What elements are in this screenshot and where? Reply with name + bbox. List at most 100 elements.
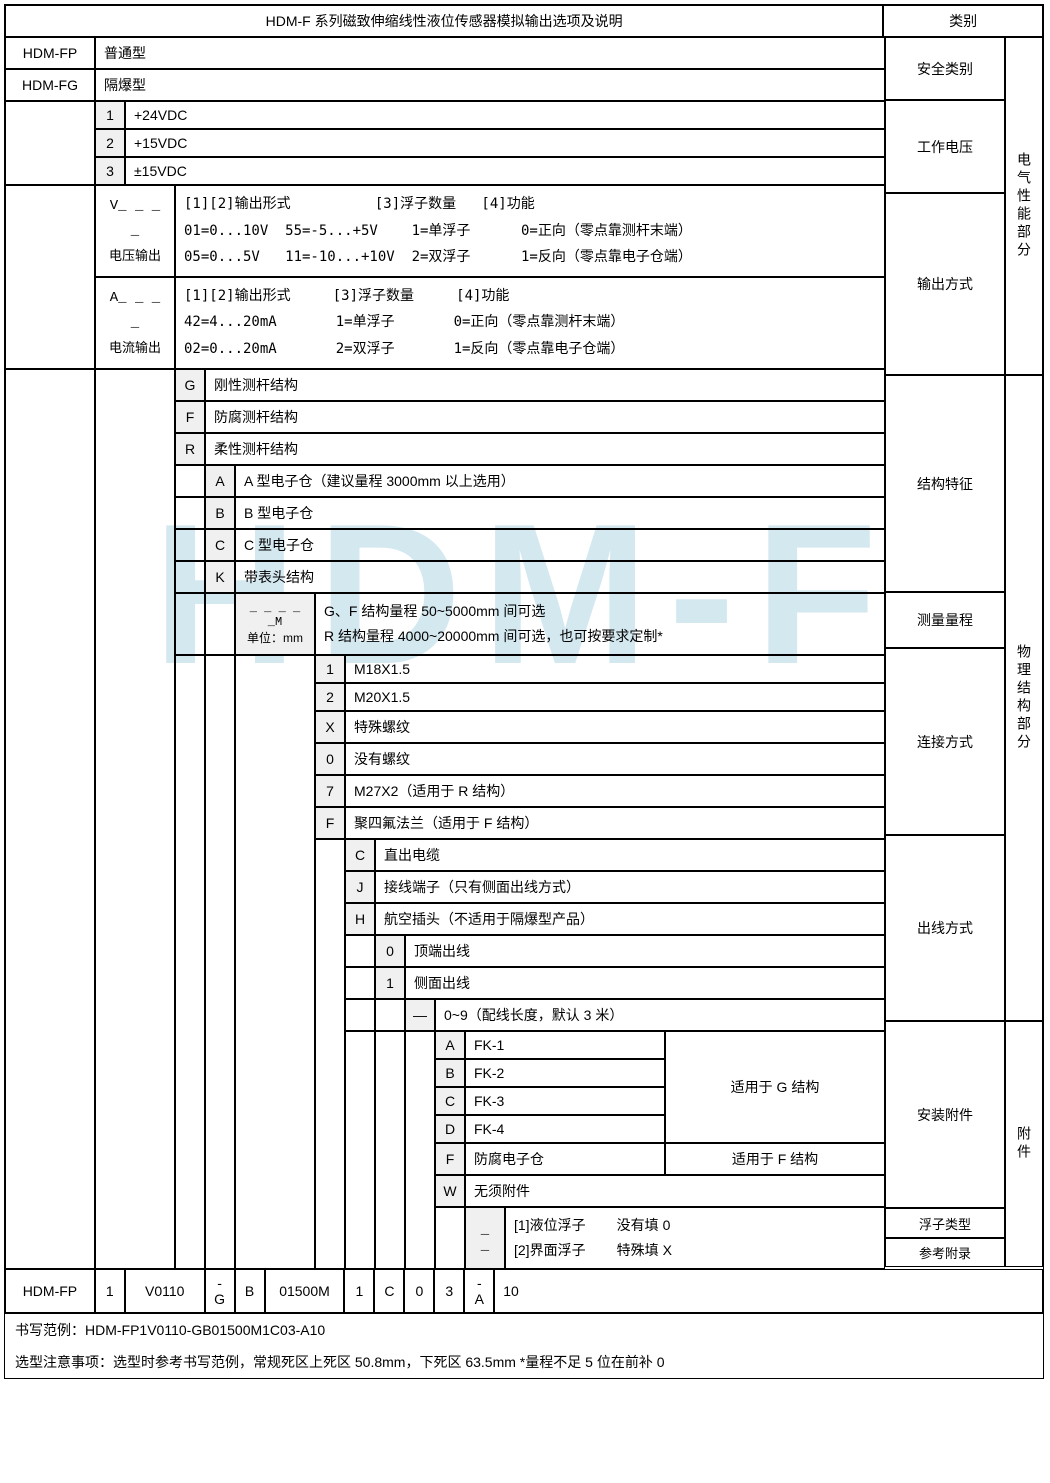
indent — [175, 529, 205, 561]
cat-safety: 安全类别 — [885, 37, 1005, 100]
val: M18X1.5 — [345, 655, 885, 683]
code: 0 — [375, 935, 405, 967]
range-desc: G、F 结构量程 50~5000mm 间可选 R 结构量程 4000~20000… — [315, 593, 885, 655]
code: J — [345, 871, 375, 903]
code: B — [205, 497, 235, 529]
page-title: HDM-F 系列磁致伸缩线性液位传感器模拟输出选项及说明 — [5, 5, 883, 37]
indent — [5, 101, 95, 185]
val: M27X2（适用于 R 结构） — [345, 775, 885, 807]
val: C 型电子仓 — [235, 529, 885, 561]
indent — [345, 967, 375, 999]
f-note: 适用于 F 结构 — [665, 1143, 885, 1175]
indent — [315, 839, 345, 1269]
v-output-code: V_ _ _ _ 电压输出 — [95, 185, 175, 277]
val: 没有螺纹 — [345, 743, 885, 775]
val: FK-3 — [465, 1087, 665, 1115]
indent — [235, 655, 315, 1269]
indent — [405, 1031, 435, 1269]
indent — [95, 369, 175, 1270]
code: HDM-FP — [5, 37, 95, 69]
label: 隔爆型 — [95, 69, 885, 101]
val: 防腐测杆结构 — [205, 401, 885, 433]
code: HDM-FG — [5, 69, 95, 101]
cat-wire: 出线方式 — [885, 835, 1005, 1021]
range-unit: _ _ _ _ _M 单位：mm — [235, 593, 315, 655]
val: 柔性测杆结构 — [205, 433, 885, 465]
code: F — [435, 1143, 465, 1175]
val: B 型电子仓 — [235, 497, 885, 529]
val: 聚四氟法兰（适用于 F 结构） — [345, 807, 885, 839]
code: D — [435, 1115, 465, 1143]
code: — — [405, 999, 435, 1031]
indent — [345, 1031, 375, 1269]
code: A — [205, 465, 235, 497]
indent — [175, 655, 205, 1269]
code: F — [315, 807, 345, 839]
code: 2 — [315, 683, 345, 711]
footer-example: 书写范例：HDM-FP1V0110-GB01500M1C03-A10 — [5, 1313, 1043, 1346]
float-code: _ _ — [465, 1207, 505, 1269]
label: 普通型 — [95, 37, 885, 69]
indent — [175, 593, 205, 655]
cat-structure: 结构特征 — [885, 375, 1005, 592]
val: +24VDC — [125, 101, 885, 129]
indent — [205, 655, 235, 1269]
val: 带表头结构 — [235, 561, 885, 593]
example-row: HDM-FP 1 V0110 -G B 01500M 1 C 0 3 -A 10 — [5, 1269, 1043, 1313]
val: 直出电缆 — [375, 839, 885, 871]
val: 0~9（配线长度，默认 3 米） — [435, 999, 885, 1031]
code: W — [435, 1175, 465, 1207]
code: 2 — [95, 129, 125, 157]
side-cat2: 物理结构部分 — [1005, 375, 1043, 1021]
val: 接线端子（只有侧面出线方式） — [375, 871, 885, 903]
val: 刚性测杆结构 — [205, 369, 885, 401]
v-output-desc: [1][2]输出形式 [3]浮子数量 [4]功能 01=0...10V 55=-… — [175, 185, 885, 277]
cat-conn: 连接方式 — [885, 648, 1005, 835]
val: FK-2 — [465, 1059, 665, 1087]
a-output-code: A_ _ _ _ 电流输出 — [95, 277, 175, 369]
code: B — [435, 1059, 465, 1087]
code: C — [345, 839, 375, 871]
indent — [175, 497, 205, 529]
code: C — [205, 529, 235, 561]
code: G — [175, 369, 205, 401]
cat-range: 测量量程 — [885, 592, 1005, 648]
val: 顶端出线 — [405, 935, 885, 967]
code: H — [345, 903, 375, 935]
g-note: 适用于 G 结构 — [665, 1031, 885, 1143]
code: 1 — [375, 967, 405, 999]
code: R — [175, 433, 205, 465]
side-cat1: 电气性能部分 — [1005, 37, 1043, 375]
cat-voltage: 工作电压 — [885, 100, 1005, 193]
indent — [5, 185, 95, 369]
code: F — [175, 401, 205, 433]
side-cat3: 附件 — [1005, 1021, 1043, 1267]
val: FK-1 — [465, 1031, 665, 1059]
indent — [345, 935, 375, 967]
code: 3 — [95, 157, 125, 185]
indent — [435, 1207, 465, 1269]
code: 7 — [315, 775, 345, 807]
code: 0 — [315, 743, 345, 775]
val: +15VDC — [125, 129, 885, 157]
indent — [345, 999, 375, 1031]
indent — [205, 593, 235, 655]
val: 防腐电子仓 — [465, 1143, 665, 1175]
float-desc: [1]液位浮子 没有填 0 [2]界面浮子 特殊填 X — [505, 1207, 885, 1269]
code: C — [435, 1087, 465, 1115]
cat-output: 输出方式 — [885, 193, 1005, 375]
indent — [375, 1031, 405, 1269]
val: 侧面出线 — [405, 967, 885, 999]
a-output-desc: [1][2]输出形式 [3]浮子数量 [4]功能 42=4...20mA 1=单… — [175, 277, 885, 369]
indent — [5, 369, 95, 1270]
indent — [375, 999, 405, 1031]
code: 1 — [315, 655, 345, 683]
cat-acc: 安装附件 — [885, 1021, 1005, 1208]
val: M20X1.5 — [345, 683, 885, 711]
indent — [175, 465, 205, 497]
val: 无须附件 — [465, 1175, 885, 1207]
footer-notes: 选型注意事项：选型时参考书写范例，常规死区上死区 50.8mm，下死区 63.5… — [5, 1346, 1043, 1378]
val: 航空插头（不适用于隔爆型产品） — [375, 903, 885, 935]
val: A 型电子仓（建议量程 3000mm 以上选用） — [235, 465, 885, 497]
indent — [175, 561, 205, 593]
